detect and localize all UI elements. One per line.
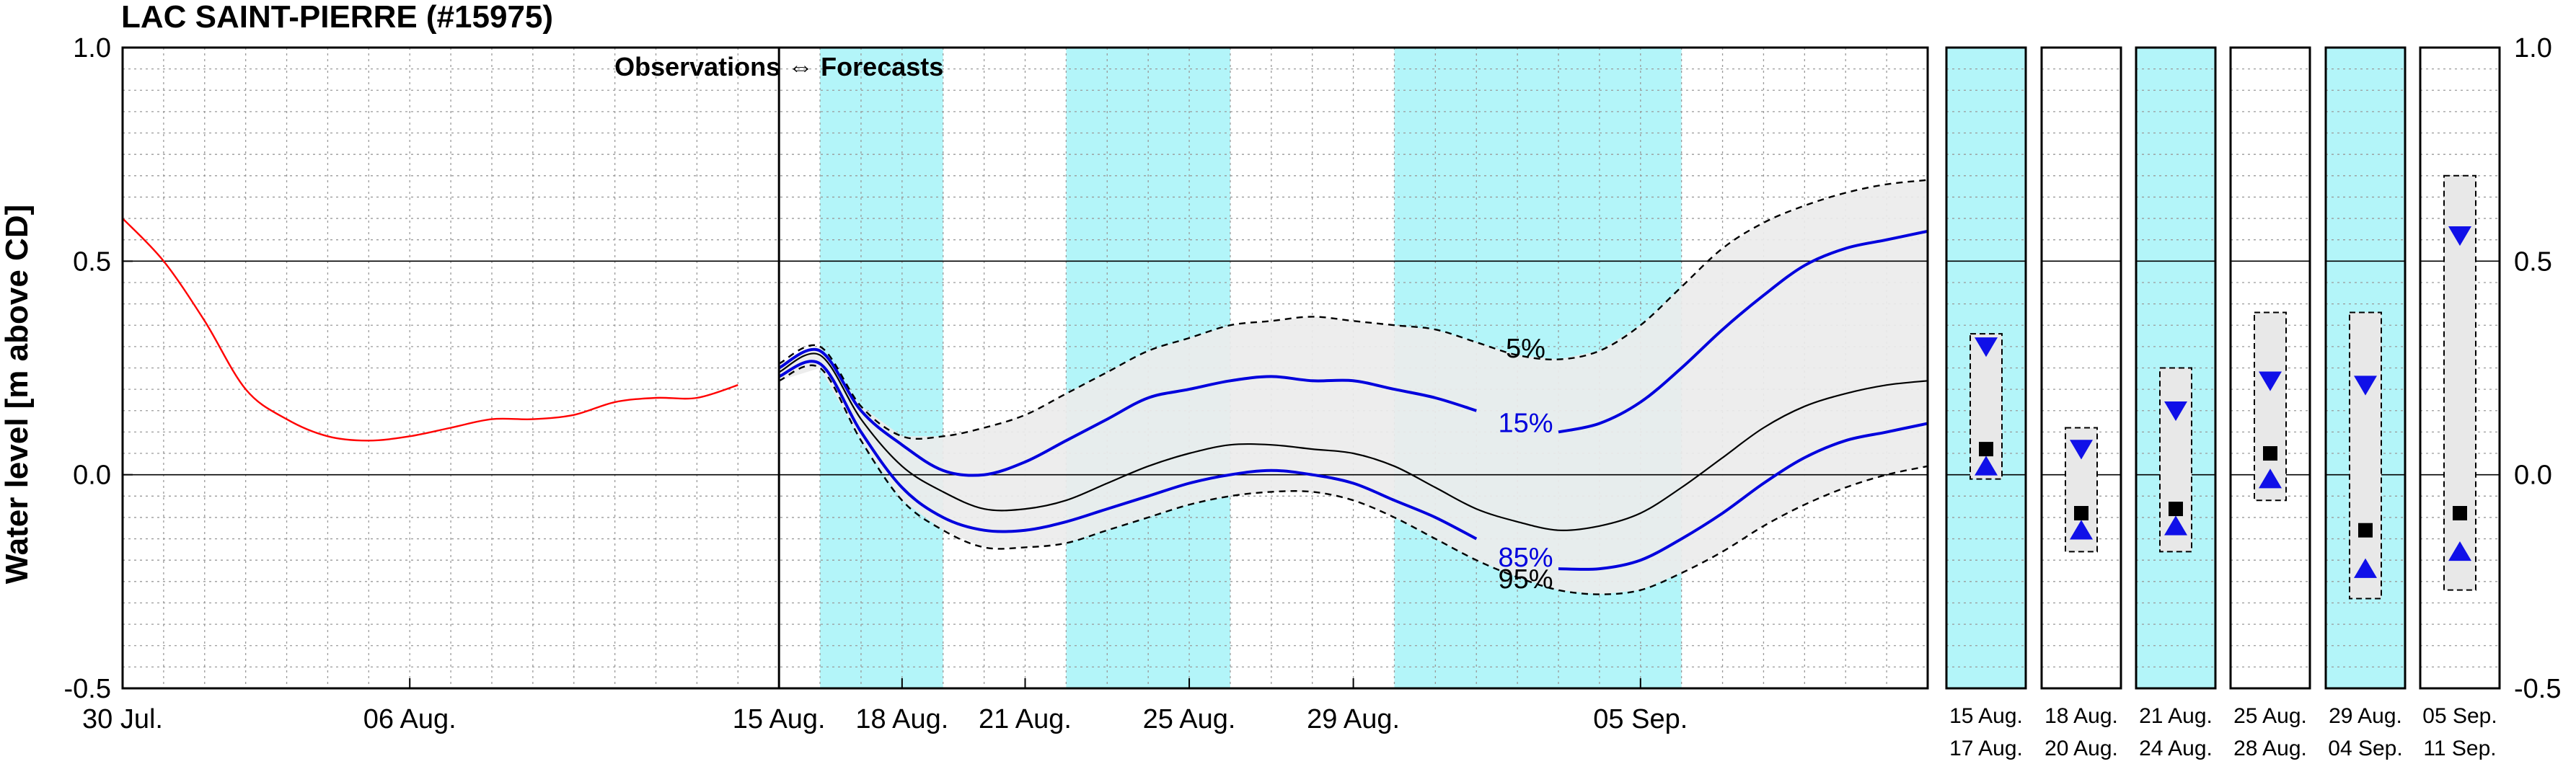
period-panel: 18 Aug. 20 Aug. <box>2040 46 2122 760</box>
x-tick-label: 18 Aug. <box>855 704 948 734</box>
forecast-line-95pct <box>778 364 1928 595</box>
forecast-line-15pct <box>778 347 1477 477</box>
panel-frame <box>1945 46 2027 690</box>
x-tick-label: 21 Aug. <box>979 704 1072 734</box>
period-panel: 29 Aug. 04 Sep. <box>2324 46 2407 760</box>
y-tick-label: 1.0 <box>73 33 111 63</box>
x-tick-label: 05 Sep. <box>1593 704 1688 734</box>
panel-up-triangle <box>2070 520 2093 540</box>
panel-median-marker <box>2074 506 2088 521</box>
right-y-tick-label: 1.0 <box>2514 33 2552 63</box>
panel-median-marker <box>2169 502 2183 517</box>
panel-period-start-label: 21 Aug. <box>2139 704 2213 728</box>
panel-median-marker <box>2453 506 2467 521</box>
forecast-line-85pct <box>778 360 1478 541</box>
panel-median-marker <box>2263 446 2277 461</box>
panel-down-triangle <box>2164 401 2187 422</box>
forecast-line-85pct <box>1558 422 1928 571</box>
grid <box>122 48 1928 688</box>
right-y-tick-label: 0.0 <box>2514 461 2552 491</box>
panel-period-end-label: 28 Aug. <box>2233 737 2307 760</box>
period-panel: 15 Aug. 17 Aug. <box>1945 46 2027 760</box>
panel-up-triangle <box>2354 558 2377 578</box>
panel-up-triangle <box>1975 456 1998 476</box>
panel-period-end-label: 11 Sep. <box>2423 737 2496 760</box>
panel-frame <box>2419 46 2501 690</box>
panel-median-marker <box>2358 523 2373 538</box>
percentile-label: 15% <box>1498 409 1553 439</box>
panel-frame <box>2135 46 2217 690</box>
panel-period-start-label: 25 Aug. <box>2233 704 2307 728</box>
observation-line <box>122 218 738 442</box>
period-panel: 25 Aug. 28 Aug. <box>2229 46 2311 760</box>
right-y-tick-label: -0.5 <box>2514 674 2561 704</box>
right-y-axis: 1.0 0.5 0.0 -0.5 <box>2514 33 2561 704</box>
chart-title: LAC SAINT-PIERRE (#15975) <box>121 0 553 35</box>
panel-period-start-label: 15 Aug. <box>1949 704 2023 728</box>
panel-down-triangle <box>1975 337 1998 357</box>
x-tick-label: 30 Jul. <box>82 704 163 734</box>
x-tick-label: 15 Aug. <box>733 704 826 734</box>
percentile-label: 95% <box>1498 564 1553 595</box>
y-tick-label: 0.0 <box>73 461 111 491</box>
percentile-label: 85% <box>1498 543 1553 573</box>
panel-down-triangle <box>2259 371 2282 391</box>
panel-frame <box>2324 46 2407 690</box>
panel-period-end-label: 24 Aug. <box>2139 737 2213 760</box>
panel-down-triangle <box>2070 440 2093 460</box>
forecast-band-5-95 <box>779 179 1928 595</box>
period-panel: 05 Sep. 11 Sep. <box>2419 46 2501 760</box>
panel-up-triangle <box>2164 515 2187 536</box>
panel-median-marker <box>1979 442 1993 457</box>
x-tick-label: 29 Aug. <box>1307 704 1400 734</box>
forecast-line-50pct <box>778 352 1928 531</box>
forecast-line-15pct <box>1558 229 1928 434</box>
panel-period-end-label: 20 Aug. <box>2045 737 2118 760</box>
panel-range-box <box>2349 311 2382 600</box>
main-plot: 5% 15% 85%95% Observations ⇔ Forecasts 1.0 0.… <box>64 33 1929 734</box>
panel-frame <box>2229 46 2311 690</box>
right-y-tick-label: 0.5 <box>2514 246 2552 277</box>
panel-period-start-label: 05 Sep. <box>2422 704 2497 728</box>
panel-period-end-label: 17 Aug. <box>1949 737 2023 760</box>
panel-period-start-label: 29 Aug. <box>2329 704 2402 728</box>
panel-down-triangle <box>2354 376 2377 396</box>
period-panels: 15 Aug. 17 Aug. 18 Aug. 20 Aug. 21 Aug. 24 Au… <box>1945 46 2501 760</box>
period-panel: 21 Aug. 24 Aug. <box>2135 46 2217 760</box>
panel-period-end-label: 04 Sep. <box>2328 737 2402 760</box>
forecast-line-5pct <box>778 179 1928 440</box>
observations-forecasts-annotation: Observations ⇔ Forecasts <box>614 52 943 81</box>
panel-down-triangle <box>2448 226 2471 246</box>
panel-period-start-label: 18 Aug. <box>2045 704 2118 728</box>
y-axis-label: Water level [m above CD] <box>0 205 35 585</box>
x-tick-label: 25 Aug. <box>1143 704 1236 734</box>
panel-up-triangle <box>2259 468 2282 489</box>
x-tick-label: 06 Aug. <box>363 704 456 734</box>
forecast-period-shade <box>820 48 943 688</box>
panel-frame <box>2040 46 2122 690</box>
y-tick-label: 0.5 <box>73 246 111 277</box>
percentile-label: 5% <box>1506 334 1545 364</box>
panel-up-triangle <box>2448 541 2471 561</box>
y-tick-label: -0.5 <box>64 674 111 704</box>
